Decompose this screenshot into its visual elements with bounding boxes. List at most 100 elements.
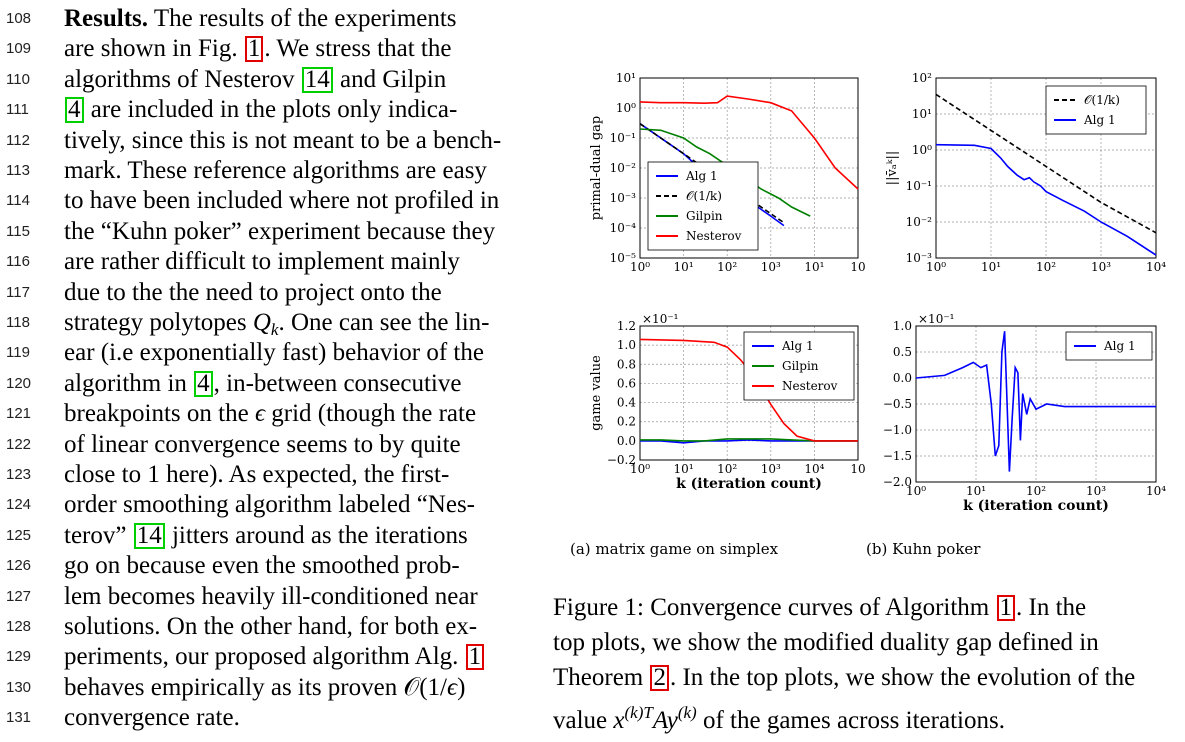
x-tick-label: 10⁴ — [804, 462, 824, 476]
text-run: are included in the plots only indica- — [84, 96, 458, 124]
x-tick-label: 10¹ — [966, 484, 986, 498]
line-text: lem becomes heavily ill-conditioned near — [64, 582, 478, 612]
line-number: 122 — [6, 435, 32, 453]
text-line: 129 periments, our proposed algorithm Alg… — [0, 642, 540, 672]
x-tick-label: 10⁴ — [1146, 484, 1166, 498]
text-run: the “Kuhn poker” experiment because they — [64, 217, 496, 245]
text-run: . We stress that the — [264, 35, 452, 63]
text-run: The results of the experiments — [148, 5, 457, 32]
citation-link[interactable]: 4 — [65, 97, 84, 124]
text-run: due to the the need to project onto the — [64, 278, 442, 306]
text-run: ear (i.e exponentially fast) behavior of… — [64, 339, 484, 367]
line-number: 126 — [6, 557, 32, 575]
x-tick-label: 10⁴ — [1146, 260, 1166, 274]
x-tick-label: 10² — [1036, 260, 1056, 274]
citation-link[interactable]: 14 — [133, 522, 165, 549]
citation-link[interactable]: 14 — [301, 66, 333, 93]
y-tick-label: −0.5 — [883, 397, 912, 411]
series-line-0 — [935, 93, 1157, 234]
line-number: 115 — [6, 222, 30, 240]
plot-frame — [915, 325, 1157, 483]
y-tick-label: 10⁻³ — [906, 251, 933, 265]
legend-label: Gilpin — [686, 209, 723, 223]
line-text: ear (i.e exponentially fast) behavior of… — [64, 338, 484, 368]
y-tick-label: 1.0 — [893, 319, 912, 333]
y-tick-label: 10⁻³ — [610, 191, 637, 205]
y-scale-note: ×10⁻¹ — [918, 312, 954, 326]
x-tick-label: 10⁰ — [630, 462, 650, 476]
text-line: 131 convergence rate. — [0, 703, 540, 733]
citation-link[interactable]: 1 — [244, 36, 264, 63]
y-tick-label: −0.2 — [607, 453, 636, 467]
text-run: solutions. On the other hand, for both e… — [64, 613, 478, 640]
text-line: 120 algorithm in 4, in-between consecutiv… — [0, 369, 540, 399]
text-line: 122 of linear convergence seems to by qui… — [0, 430, 540, 460]
x-tick-label: 10 — [850, 462, 865, 476]
text-run: to have been included where not profiled… — [64, 187, 500, 215]
legend-box — [1045, 85, 1147, 135]
line-number: 111 — [6, 101, 29, 119]
legend-label: Alg 1 — [1083, 113, 1116, 127]
math-symbol: Q — [252, 309, 271, 336]
citation-link[interactable]: 1 — [465, 644, 485, 671]
line-number: 129 — [6, 648, 32, 666]
line-number: 127 — [6, 587, 32, 605]
line-text: 4 are included in the plots only indica- — [64, 95, 457, 125]
line-text: tively, since this is not meant to be a … — [64, 126, 501, 156]
line-text: strategy polytopes Qk. One can see the l… — [64, 308, 490, 345]
math-symbol: x — [613, 707, 625, 734]
line-text: of linear convergence seems to by quite — [64, 430, 461, 460]
text-line: 113 mark. These reference algorithms are … — [0, 156, 540, 186]
text-line: 124 order smoothing algorithm labeled “Ne… — [0, 490, 540, 520]
citation-link[interactable]: 2 — [650, 665, 669, 691]
math-superscript: (k) — [677, 703, 697, 722]
caption-line: top plots, we show the modified duality … — [553, 625, 1178, 660]
text-run: algorithms of Nesterov — [64, 65, 301, 93]
text-run: convergence rate. — [64, 704, 240, 732]
x-axis-label: k (iteration count) — [963, 498, 1109, 514]
line-text: order smoothing algorithm labeled “Nes- — [64, 490, 475, 520]
legend-label: Alg 1 — [685, 169, 718, 183]
caption-line: value x(k)TAy(k) of the games across ite… — [553, 695, 1178, 738]
text-line: 127 lem becomes heavily ill-conditioned n… — [0, 582, 540, 612]
line-number: 128 — [6, 618, 32, 635]
legend-label: 𝒪(1/k) — [686, 189, 722, 203]
line-number: 123 — [6, 466, 32, 483]
text-line: 117 due to the the need to project onto t… — [0, 278, 540, 308]
line-number: 117 — [6, 283, 30, 301]
bold-run: Results. — [64, 5, 149, 32]
line-text: periments, our proposed algorithm Alg. 1 — [64, 642, 485, 672]
line-number: 121 — [6, 405, 32, 423]
line-text: to have been included where not profiled… — [64, 186, 499, 216]
y-axis-label: game value — [589, 355, 604, 431]
y-tick-label: 1.2 — [617, 319, 636, 333]
y-tick-label: −2.0 — [883, 475, 912, 489]
line-text: close to 1 here). As expected, the first… — [64, 460, 449, 490]
citation-link[interactable]: 1 — [996, 595, 1016, 621]
text-line: 116 are rather difficult to implement mai… — [0, 247, 540, 277]
legend-label: Gilpin — [782, 359, 819, 373]
citation-link[interactable]: 4 — [194, 370, 213, 397]
y-tick-label: 10⁻¹ — [906, 179, 932, 193]
y-tick-label: 10⁻¹ — [610, 131, 636, 145]
y-scale-note: ×10⁻¹ — [642, 312, 678, 326]
line-text: are rather difficult to implement mainly — [64, 247, 460, 277]
line-number: 118 — [6, 314, 30, 331]
plot-frame — [935, 77, 1157, 259]
subcaption-b: (b) Kuhn poker — [866, 540, 981, 558]
text-run: grid (though the rate — [265, 400, 477, 428]
text-line: 109 are shown in Fig. 1. We stress that t… — [0, 34, 540, 64]
legend-label: Nesterov — [782, 379, 838, 393]
y-tick-label: 10⁻² — [906, 215, 933, 229]
text-run: . In the top plots, we show the evolutio… — [669, 664, 1136, 691]
legend-label: Alg 1 — [1103, 339, 1136, 353]
line-text: behaves empirically as its proven 𝒪(1/ϵ) — [64, 673, 465, 703]
text-run: , in-between consecutive — [213, 369, 462, 397]
x-tick-label: 10¹ — [674, 462, 694, 476]
text-run: and Gilpin — [333, 65, 447, 93]
line-text: due to the the need to project onto the — [64, 278, 442, 308]
line-number: 112 — [6, 131, 30, 149]
y-tick-label: 0.0 — [617, 434, 636, 448]
x-tick-label: 10⁰ — [630, 260, 650, 274]
text-run: breakpoints on the — [64, 400, 255, 428]
